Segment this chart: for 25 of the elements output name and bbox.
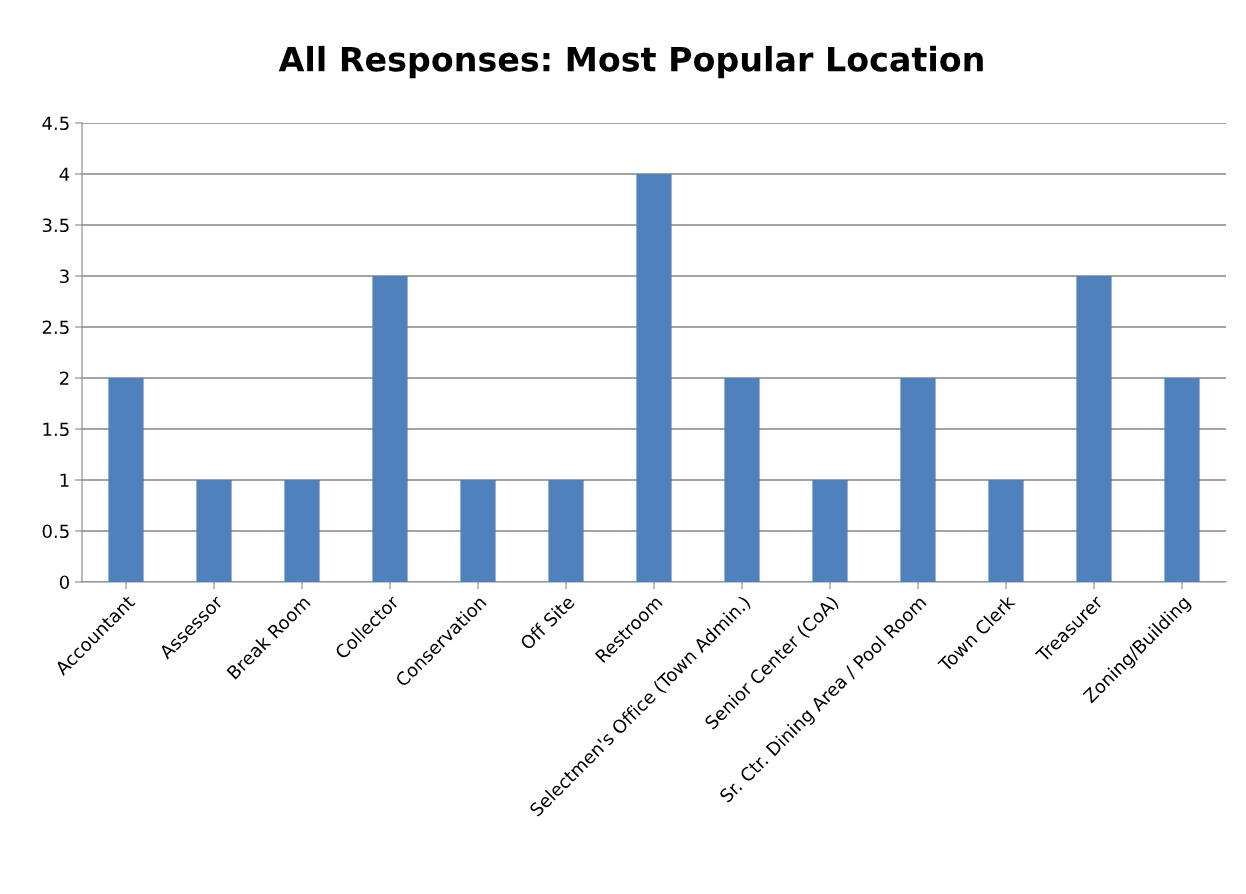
y-tick-label: 1.5 — [43, 422, 69, 437]
bar — [1076, 276, 1112, 582]
y-tick-label: 3 — [60, 269, 69, 284]
chart-title: All Responses: Most Popular Location — [278, 45, 983, 79]
x-tick-label: Off Site — [519, 594, 576, 651]
bar — [284, 480, 320, 582]
bar — [1164, 378, 1200, 582]
bar — [196, 480, 232, 582]
y-tick-label: 3.5 — [42, 218, 69, 233]
bar — [108, 378, 144, 582]
bar — [812, 480, 848, 582]
bar — [724, 378, 760, 582]
y-tick-label: 2.5 — [42, 320, 69, 335]
y-tick-label: 0 — [59, 575, 69, 590]
bar — [988, 480, 1024, 582]
y-tick-label: 1 — [60, 473, 69, 487]
y-tick-label: 4 — [59, 167, 70, 181]
bar — [636, 174, 672, 582]
bar — [460, 480, 496, 582]
y-tick-label: 4.5 — [42, 116, 69, 131]
bar — [372, 276, 408, 582]
y-tick-label: 0.5 — [42, 524, 69, 539]
bar — [548, 480, 584, 582]
bar — [900, 378, 936, 582]
y-tick-label: 2 — [60, 371, 69, 385]
